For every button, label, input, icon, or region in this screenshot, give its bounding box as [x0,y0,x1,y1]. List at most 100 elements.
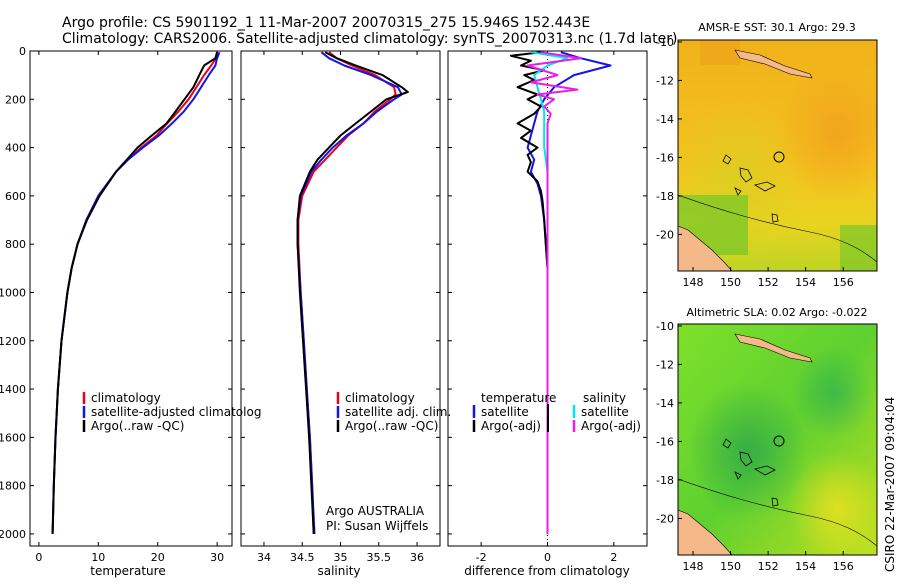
satellite-adjusted-climatolog-line [51,51,221,534]
land-area [678,509,733,555]
map-y-tick-label: -12 [656,74,674,87]
x-tick-label: 0 [544,551,551,564]
y-tick-label: 400 [5,142,26,155]
x-tick-label: 0 [35,551,42,564]
credit-line1: Argo AUSTRALIA [326,504,425,518]
salinity-axes: 34 34.5 35 35.5 36 [241,50,440,564]
map-y-tick-label: -18 [656,474,674,487]
temperature-axis-label: temperature [90,564,165,578]
salinity-argo-adj-line [526,51,582,534]
difference-axes: -2 0 2 [448,50,647,564]
float-position-marker [773,435,785,447]
map-x-tick-label: 152 [758,560,779,573]
island-png [734,49,813,79]
map-x-tick-label: 156 [833,276,854,289]
map-y-tick-label: -18 [656,190,674,203]
legend-label-argo: Argo(..raw -QC) [345,419,438,433]
reef-outline [722,438,779,507]
coastline [678,194,877,263]
legend-label-satellite: satellite adj. clim. [345,405,451,419]
sla-map-frame [677,323,878,556]
reef-outline [722,154,779,223]
coastline [678,478,877,547]
timestamp-stamp: CSIRO 22-Mar-2007 09:04:04 [883,397,897,572]
map-x-tick-label: 150 [720,276,741,289]
map-y-tick-label: -14 [656,397,674,410]
map-x-tick-label: 148 [683,560,704,573]
map-y-tick-label: -10 [656,320,674,333]
y-tick-label: 1200 [0,335,26,348]
temperature-legend: climatology satellite-adjusted climatolo… [82,391,261,433]
sla-map-axes: 148 150 152 154 156 -10 -12 -14 -16 -18 -20 [656,320,854,573]
y-tick-label: 800 [5,238,26,251]
x-tick-label: 34.5 [290,551,315,564]
sla-map [678,324,877,555]
salinity-satellite-line [530,51,569,534]
salinity-legend: climatology satellite adj. clim. Argo(..… [336,391,451,433]
legend-header-salinity: salinity [583,391,626,405]
y-tick-label: 1800 [0,480,26,493]
x-tick-label: 36 [410,551,424,564]
map-x-tick-label: 148 [683,276,704,289]
legend-label-sal-satellite: satellite [581,405,629,419]
y-tick-label: 1600 [0,431,26,444]
sst-warm-patch [700,40,740,65]
map-y-tick-label: -20 [656,228,674,241]
temperature-axes: 0 10 20 30 0 200 400 600 800 1000 1200 1400 1600 1800… [0,45,232,564]
temperature-satellite-line [526,51,612,534]
x-tick-label: 35 [334,551,348,564]
y-tick-label: 1000 [0,286,26,299]
temperature-series [51,51,221,534]
difference-legend: temperature salinity satellite Argo(-adj… [472,391,641,433]
x-tick-label: 20 [151,551,165,564]
sst-map-axes: 148 150 152 154 156 -10 -12 -14 -16 -18 -20 [656,36,854,289]
y-tick-label: 2000 [0,528,26,541]
sst-map [678,40,877,271]
map-x-tick-label: 150 [720,560,741,573]
climatology-line [297,51,397,534]
difference-axis-label: difference from climatology [464,564,630,578]
map-x-tick-label: 154 [795,560,816,573]
map-y-tick-label: -14 [656,113,674,126]
x-tick-label: 34 [257,551,271,564]
legend-label-satellite: satellite-adjusted climatolog [91,405,261,419]
x-tick-label: 30 [210,551,224,564]
legend-label-temp-argo: Argo(-adj) [481,419,541,433]
legend-label-climatology: climatology [345,391,415,405]
map-y-tick-label: -16 [656,435,674,448]
figure-title-line1: Argo profile: CS 5901192_1 11-Mar-2007 2… [62,15,590,31]
salinity-series [296,51,409,534]
salinity-panel-frame [240,50,441,547]
map-x-tick-label: 152 [758,276,779,289]
satellite-adj-clim-line [296,51,403,534]
y-tick-label: 600 [5,190,26,203]
map-y-tick-label: -16 [656,151,674,164]
temperature-panel-frame [29,50,233,547]
sla-field-patch [678,324,877,555]
land-area [678,225,733,271]
figure-title-line2: Climatology: CARS2006. Satellite-adjuste… [62,31,677,47]
x-tick-label: 2 [610,551,617,564]
island-png [734,333,813,363]
map-x-tick-label: 156 [833,560,854,573]
map-y-tick-label: -10 [656,36,674,49]
climatology-line [51,52,219,534]
temperature-argo-adj-line [510,51,549,534]
argo-raw-qc-line [296,51,409,534]
x-tick-label: 35.5 [367,551,392,564]
map-x-tick-label: 154 [795,276,816,289]
x-tick-label: 10 [91,551,105,564]
map-y-tick-label: -20 [656,512,674,525]
y-tick-label: 0 [19,45,26,58]
legend-label-argo: Argo(..raw -QC) [91,419,184,433]
legend-header-temperature: temperature [481,391,556,405]
legend-label-climatology: climatology [91,391,161,405]
legend-label-temp-satellite: satellite [481,405,529,419]
map-y-tick-label: -12 [656,358,674,371]
argo-raw-qc-line [51,51,219,534]
salinity-axis-label: salinity [317,564,360,578]
float-position-marker [773,151,785,163]
sla-map-title: Altimetric SLA: 0.02 Argo: -0.022 [687,306,868,319]
sst-map-frame [677,39,878,272]
